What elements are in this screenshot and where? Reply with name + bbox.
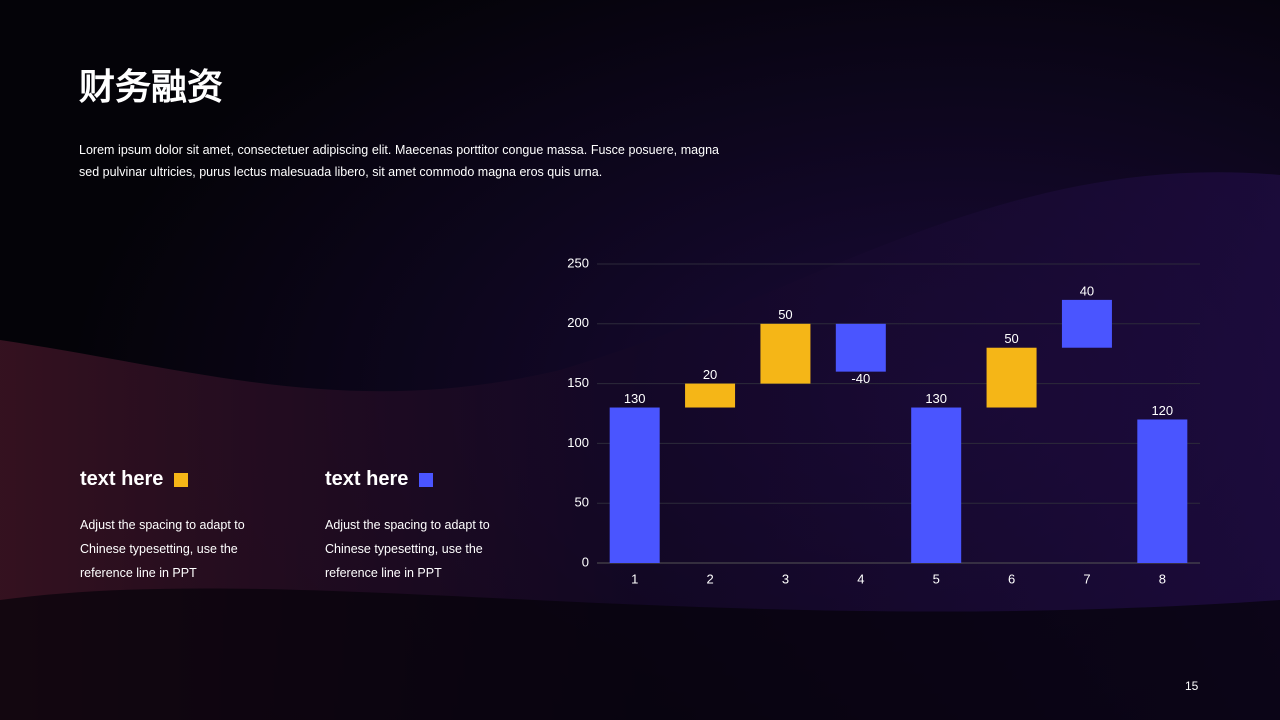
x-tick-label: 2 <box>706 571 713 586</box>
heading-text: text here <box>80 468 164 490</box>
color-swatch <box>419 472 434 487</box>
x-tick-label: 3 <box>782 571 789 586</box>
data-label: 130 <box>624 391 646 406</box>
data-label: 20 <box>703 367 717 382</box>
block-text: Adjust the spacing to adapt to Chinese t… <box>80 518 245 580</box>
y-tick-label: 200 <box>567 315 589 330</box>
intro: Lorem ipsum dolor sit amet, consectetuer… <box>79 143 719 179</box>
bar <box>760 323 811 384</box>
x-tick-label: 1 <box>631 571 638 586</box>
x-tick-label: 4 <box>857 571 864 586</box>
data-label: -40 <box>851 371 870 386</box>
x-tick-label: 6 <box>1008 571 1015 586</box>
text-block: text here Adjust the spacing to adapt to … <box>325 468 515 585</box>
bar <box>986 347 1037 408</box>
data-label: 120 <box>1151 403 1173 418</box>
bar <box>911 407 962 563</box>
x-tick-label: 8 <box>1159 571 1166 586</box>
data-label: 50 <box>778 307 792 322</box>
bar <box>1061 299 1112 348</box>
data-label: 40 <box>1080 283 1094 298</box>
bar <box>609 407 660 563</box>
bar <box>835 323 886 372</box>
data-label: 50 <box>1004 331 1018 346</box>
block-heading: text here <box>80 468 270 491</box>
y-tick-label: 0 <box>582 554 589 569</box>
x-tick-label: 5 <box>933 571 940 586</box>
bar <box>1137 419 1188 563</box>
y-tick-label: 100 <box>567 435 589 450</box>
title: 财务融资 <box>79 66 224 107</box>
bar <box>685 383 736 408</box>
x-tick-label: 7 <box>1083 571 1090 586</box>
color-swatch <box>174 472 189 487</box>
text-block: text here Adjust the spacing to adapt to … <box>80 468 270 585</box>
y-tick-label: 50 <box>575 495 589 510</box>
data-label: 130 <box>925 391 947 406</box>
page-number: 15 <box>1185 679 1199 693</box>
block-heading: text here <box>325 468 515 491</box>
block-text: Adjust the spacing to adapt to Chinese t… <box>325 518 490 580</box>
heading-text: text here <box>325 468 409 490</box>
y-tick-label: 150 <box>567 375 589 390</box>
y-tick-label: 250 <box>567 255 589 270</box>
